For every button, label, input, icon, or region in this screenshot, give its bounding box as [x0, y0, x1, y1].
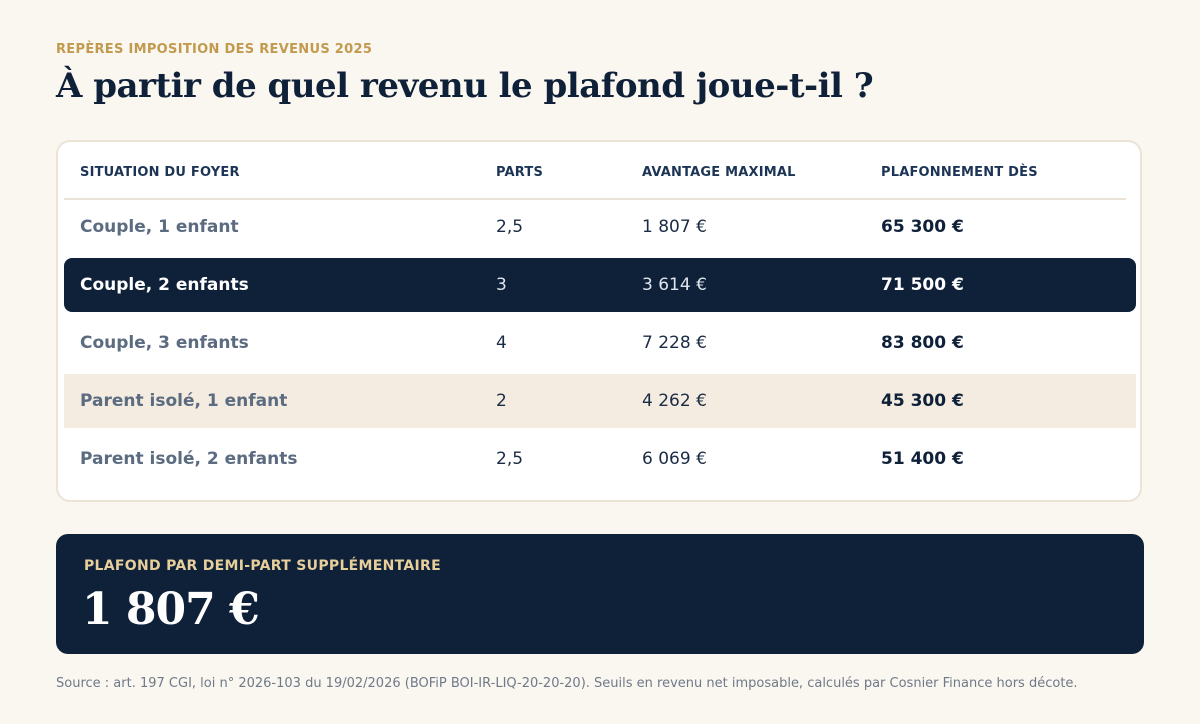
- cell-plafond: 65 300 €: [881, 217, 964, 237]
- table-row[interactable]: Couple, 3 enfants 4 7 228 € 83 800 €: [64, 316, 1136, 370]
- summary-value: 1 807 €: [82, 584, 260, 635]
- cell-parts: 3: [496, 275, 507, 295]
- cell-avantage: 4 262 €: [642, 391, 707, 411]
- column-header-parts: PARTS: [496, 165, 544, 180]
- summary-label: PLAFOND PAR DEMI-PART SUPPLÉMENTAIRE: [84, 558, 441, 574]
- cell-avantage: 7 228 €: [642, 333, 707, 353]
- source-note: Source : art. 197 CGI, loi n° 2026-103 d…: [56, 676, 1078, 691]
- cell-situation: Couple, 2 enfants: [80, 275, 249, 295]
- cell-parts: 2: [496, 391, 507, 411]
- table-header: SITUATION DU FOYER PARTS AVANTAGE MAXIMA…: [58, 142, 1140, 200]
- column-header-avantage: AVANTAGE MAXIMAL: [642, 165, 796, 180]
- cell-plafond: 71 500 €: [881, 275, 964, 295]
- table-row[interactable]: Parent isolé, 2 enfants 2,5 6 069 € 51 4…: [64, 432, 1136, 486]
- summary-panel: PLAFOND PAR DEMI-PART SUPPLÉMENTAIRE 1 8…: [56, 534, 1144, 654]
- cell-situation: Parent isolé, 2 enfants: [80, 449, 298, 469]
- eyebrow-label: REPÈRES IMPOSITION DES REVENUS 2025: [56, 42, 373, 57]
- cell-parts: 2,5: [496, 217, 524, 237]
- cell-avantage: 6 069 €: [642, 449, 707, 469]
- cell-avantage: 3 614 €: [642, 275, 707, 295]
- cell-avantage: 1 807 €: [642, 217, 707, 237]
- page-title: À partir de quel revenu le plafond joue-…: [56, 66, 874, 106]
- cell-situation: Couple, 3 enfants: [80, 333, 249, 353]
- cell-parts: 2,5: [496, 449, 524, 469]
- cell-plafond: 45 300 €: [881, 391, 964, 411]
- table-row-highlighted[interactable]: Parent isolé, 1 enfant 2 4 262 € 45 300 …: [64, 374, 1136, 428]
- column-header-plafond: PLAFONNEMENT DÈS: [881, 165, 1038, 180]
- cell-situation: Couple, 1 enfant: [80, 217, 239, 237]
- column-header-situation: SITUATION DU FOYER: [80, 165, 240, 180]
- cell-plafond: 83 800 €: [881, 333, 964, 353]
- cell-parts: 4: [496, 333, 507, 353]
- header-divider: [64, 198, 1126, 200]
- table-row[interactable]: Couple, 1 enfant 2,5 1 807 € 65 300 €: [64, 200, 1136, 254]
- cell-plafond: 51 400 €: [881, 449, 964, 469]
- table-row-selected[interactable]: Couple, 2 enfants 3 3 614 € 71 500 €: [64, 258, 1136, 312]
- cell-situation: Parent isolé, 1 enfant: [80, 391, 288, 411]
- threshold-table: SITUATION DU FOYER PARTS AVANTAGE MAXIMA…: [56, 140, 1142, 502]
